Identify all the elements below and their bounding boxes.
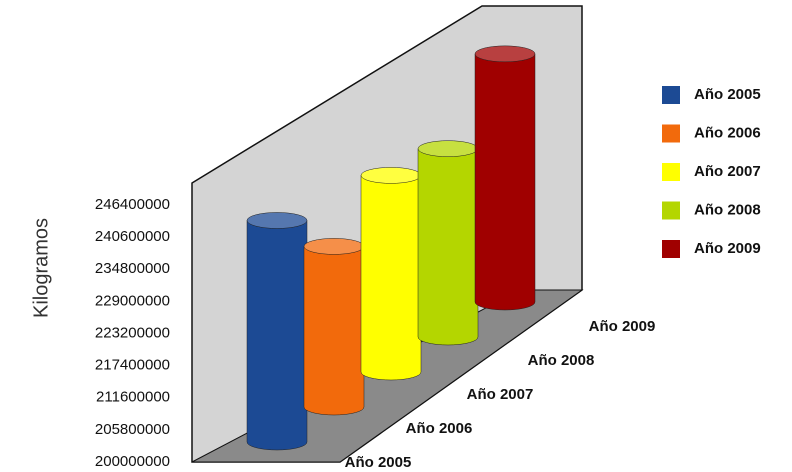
x-tick-label: Año 2006 [406,420,473,437]
y-axis-title: Kilogramos [30,218,52,318]
legend-swatch [662,163,680,181]
x-tick-label: Año 2009 [589,318,656,335]
legend-swatch [662,124,680,143]
x-tick-label: Año 2007 [467,386,534,403]
y-tick-label: 229000000 [95,292,170,309]
bar-cap [417,140,479,157]
bar [360,175,422,381]
y-tick-label: 246400000 [95,196,170,213]
y-tick-label: 217400000 [95,357,170,374]
legend-label: Año 2009 [694,240,761,257]
y-tick-label: 200000000 [95,453,170,470]
y-tick-label: 240600000 [95,228,170,245]
bar-cap [246,212,308,229]
bar [246,220,308,451]
x-tick-label: Año 2005 [345,454,412,471]
bar [303,246,365,416]
y-tick-label: 223200000 [95,324,170,341]
legend-label: Año 2007 [694,163,761,180]
legend-swatch [662,240,680,258]
bar-cap [474,45,536,63]
legend-label: Año 2006 [694,124,761,141]
bar-cap [360,167,422,184]
y-tick-label: 234800000 [95,260,170,277]
bar-cap [303,238,365,255]
bar [474,53,536,311]
x-tick-label: Año 2008 [528,352,595,369]
bar [417,148,479,346]
y-tick-label: 205800000 [95,421,170,438]
legend-swatch [662,201,680,220]
y-tick-label: 211600000 [96,389,170,406]
legend-label: Año 2005 [694,86,761,103]
legend-label: Año 2008 [694,201,761,218]
legend-swatch [662,86,680,104]
